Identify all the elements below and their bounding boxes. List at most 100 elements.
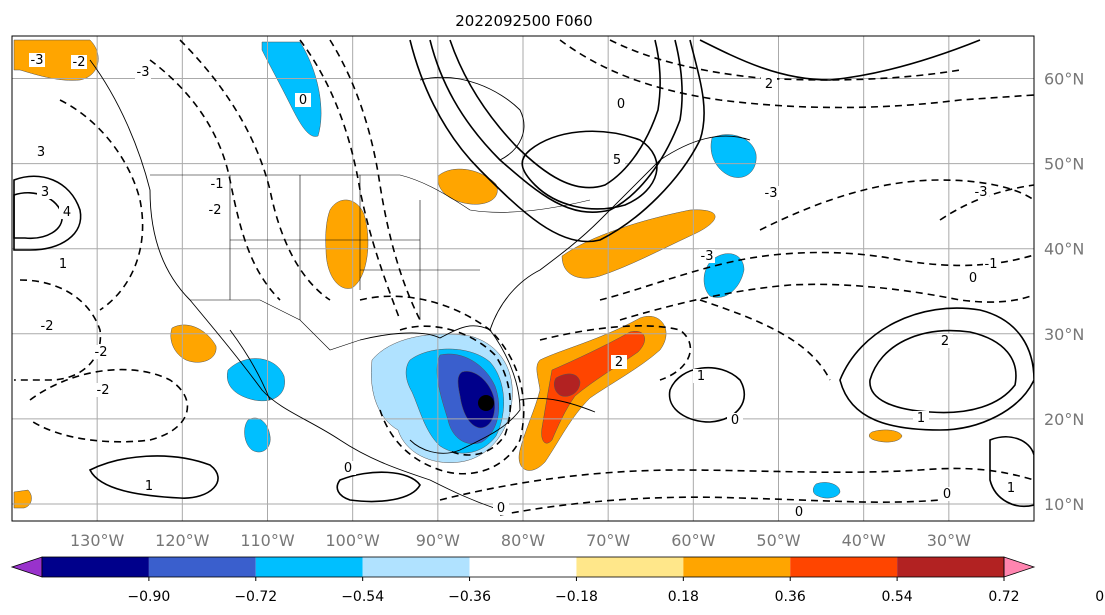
contour-label-bg [37, 185, 53, 199]
colorbar-tick-label: 0.18 [668, 589, 699, 605]
colorbar-tick-label: −0.36 [448, 589, 491, 605]
positive-anomaly-atlantic-coast [561, 209, 716, 279]
longitude-labels: 130°W 120°W 110°W 100°W 90°W 80°W 70°W 60°W 50°W… [70, 531, 971, 550]
contour-positive-central-america [336, 471, 421, 503]
us-canada-border [150, 174, 591, 213]
colorbar-tick-label: −0.72 [234, 589, 277, 605]
shaded-field [13, 39, 903, 509]
colorbar-tick-label: 0.36 [775, 589, 806, 605]
colorbar-tick-label: 0.90 [1095, 589, 1105, 605]
contour-label: 1 [697, 369, 705, 384]
contour-label: 5 [613, 153, 621, 168]
contour-positive-northeast-loop [521, 130, 658, 210]
contour-label-bg [59, 205, 75, 219]
colorbar-tick-label: −0.90 [127, 589, 170, 605]
latitude-label: 20°N [1044, 410, 1084, 429]
colorbar-segment [255, 557, 363, 577]
contour-positive-east-pacific [88, 455, 219, 499]
longitude-label: 40°W [842, 531, 886, 550]
colorbar-arrow-right [1003, 556, 1036, 578]
contour-label: -2 [209, 203, 222, 218]
gridlines [12, 36, 1034, 521]
contour-label: 1 [59, 257, 67, 272]
contour-label-bg [913, 411, 929, 425]
contour-label: 0 [731, 413, 739, 428]
contour-label: 1 [145, 479, 153, 494]
coastline-cuba [519, 397, 596, 413]
contour-negative-west-trough-2 [179, 39, 331, 301]
contour-label: -1 [985, 257, 998, 272]
longitude-label: 130°W [70, 531, 125, 550]
contour-label-bg [135, 65, 151, 79]
contour-negative-atlantic-1 [599, 251, 1034, 301]
contour-label: 1 [917, 411, 925, 426]
colorbar-segment [42, 557, 149, 577]
colorbar-tick-label: −0.18 [555, 589, 598, 605]
contour-label-bg [693, 369, 709, 383]
coastline-north-america-west [89, 59, 501, 511]
contour-label: 0 [795, 505, 803, 520]
colorbar-tick-label: 0.72 [988, 589, 1019, 605]
contour-positive-atlantic-high-2 [869, 329, 1017, 414]
storm-center-marker [478, 395, 494, 411]
longitude-label: 90°W [416, 531, 460, 550]
contour-label-bg [141, 479, 157, 493]
contour-positive-baffin [699, 39, 981, 81]
contour-negative-pacific-1 [59, 99, 144, 311]
colorbar-tick-label: 0.54 [882, 589, 913, 605]
colorbar-segment [469, 557, 577, 577]
longitude-label: 50°W [756, 531, 800, 550]
positive-anomaly-caribbean-max [554, 373, 581, 397]
contour-label: -2 [95, 345, 108, 360]
contour-negative-south [439, 467, 1034, 501]
contour-label: -2 [41, 319, 54, 334]
contour-label: -3 [137, 65, 150, 80]
contour-label-bg [295, 93, 311, 107]
contour-label-bg [973, 185, 989, 199]
contour-label: -3 [975, 185, 988, 200]
contour-negative-gulf-2 [399, 325, 512, 456]
contour-label-bg [791, 505, 807, 519]
colorbar-segment [148, 557, 256, 577]
contour-negative-west-trough-3 [299, 39, 401, 321]
longitude-label: 100°W [325, 531, 380, 550]
colorbar-frame [41, 556, 1005, 578]
contour-label-bg [95, 383, 111, 397]
contour-positive-canada-ridge-2 [429, 39, 683, 213]
coastline-baja [229, 329, 271, 401]
contour-negative-atlantic-2 [619, 283, 1034, 321]
colorbar: −0.90 −0.72 −0.54 −0.36 −0.18 0.18 0.36 0.54 0.7… [10, 556, 1105, 605]
positive-anomaly-pacific-south [13, 489, 32, 509]
colorbar-tick-label: −0.54 [341, 589, 384, 605]
coastline-gulf [359, 325, 521, 454]
contour-label-bg [763, 186, 779, 200]
longitude-label: 70°W [586, 531, 630, 550]
contour-negative-pacific-2 [14, 279, 102, 381]
contour-label: 0 [617, 97, 625, 112]
contour-label: -1 [211, 177, 224, 192]
latitude-label: 10°N [1044, 495, 1084, 514]
contour-negative-gulf-1 [359, 295, 525, 475]
contour-label-bg [699, 249, 715, 263]
negative-anomaly-pacific-mex [244, 417, 271, 453]
colorbar-segment [576, 557, 684, 577]
longitude-label: 80°W [501, 531, 545, 550]
contour-negative-north-atlantic-2 [609, 39, 961, 81]
contour-negative-atlantic-3 [699, 299, 831, 381]
contour-label: 0 [344, 461, 352, 476]
latitude-label: 30°N [1044, 325, 1084, 344]
contour-label: 2 [765, 77, 773, 92]
contour-label-bg [611, 355, 627, 369]
contour-label: 0 [299, 93, 307, 108]
contour-label: 4 [63, 205, 71, 220]
contour-label: -2 [73, 55, 86, 70]
contour-label-bg [93, 345, 109, 359]
contour-negative-west-trough-1 [149, 59, 281, 301]
contour-label: 0 [497, 501, 505, 516]
contour-label-bg [39, 319, 55, 333]
contour-positive-pacific-low [13, 175, 82, 251]
negative-anomaly-baja [226, 358, 285, 402]
